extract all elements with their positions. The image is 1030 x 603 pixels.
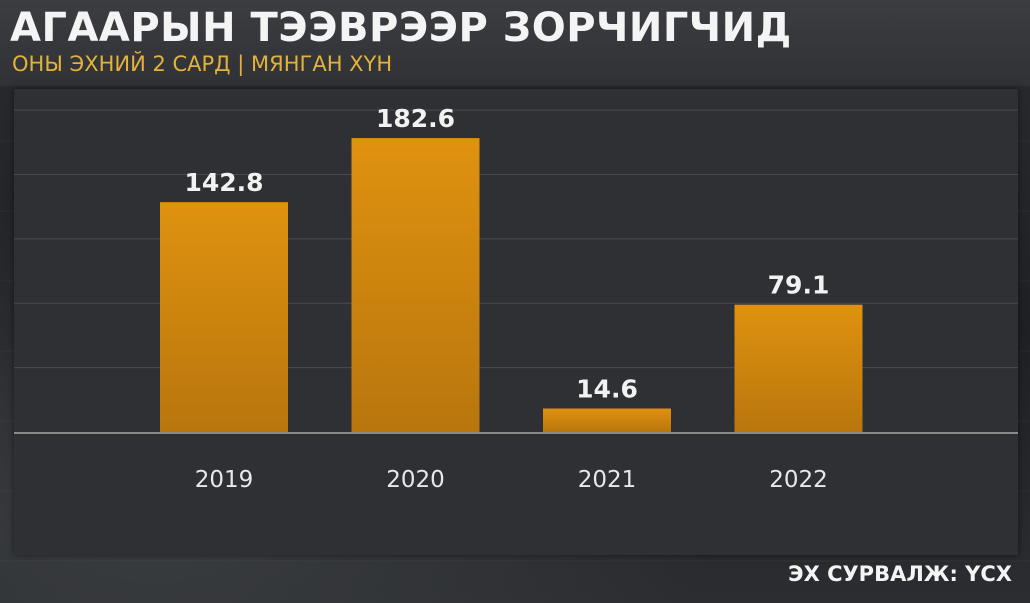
chart-panel: 142.8 182.6 14.6 79.1 2019 2020 2021 2022 [14,89,1018,555]
chart-subtitle: ОНЫ ЭХНИЙ 2 САРД | МЯНГАН ХҮН [12,52,393,76]
bar-2021 [543,408,671,432]
category-label-2020: 2020 [386,467,445,493]
value-label-2022: 79.1 [768,271,830,300]
bars [160,138,863,432]
category-label-2022: 2022 [769,467,828,493]
value-labels: 142.8 182.6 14.6 79.1 [184,104,829,403]
bar-2019 [160,202,288,432]
value-label-2019: 142.8 [184,168,263,197]
category-label-2019: 2019 [195,467,254,493]
chart-title: АГААРЫН ТЭЭВРЭЭР ЗОРЧИГЧИД [10,5,792,51]
value-label-2020: 182.6 [376,104,455,133]
category-label-2021: 2021 [578,467,637,493]
bar-2020 [351,138,480,432]
x-axis: 2019 2020 2021 2022 [14,432,1018,493]
value-label-2021: 14.6 [576,375,638,404]
source-label: ЭХ СУРВАЛЖ: ҮСХ [788,562,1012,586]
bar-chart: 142.8 182.6 14.6 79.1 2019 2020 2021 2022 [14,104,1018,493]
header-band: АГААРЫН ТЭЭВРЭЭР ЗОРЧИГЧИД ОНЫ ЭХНИЙ 2 С… [0,0,1030,86]
bar-2022 [734,304,863,432]
